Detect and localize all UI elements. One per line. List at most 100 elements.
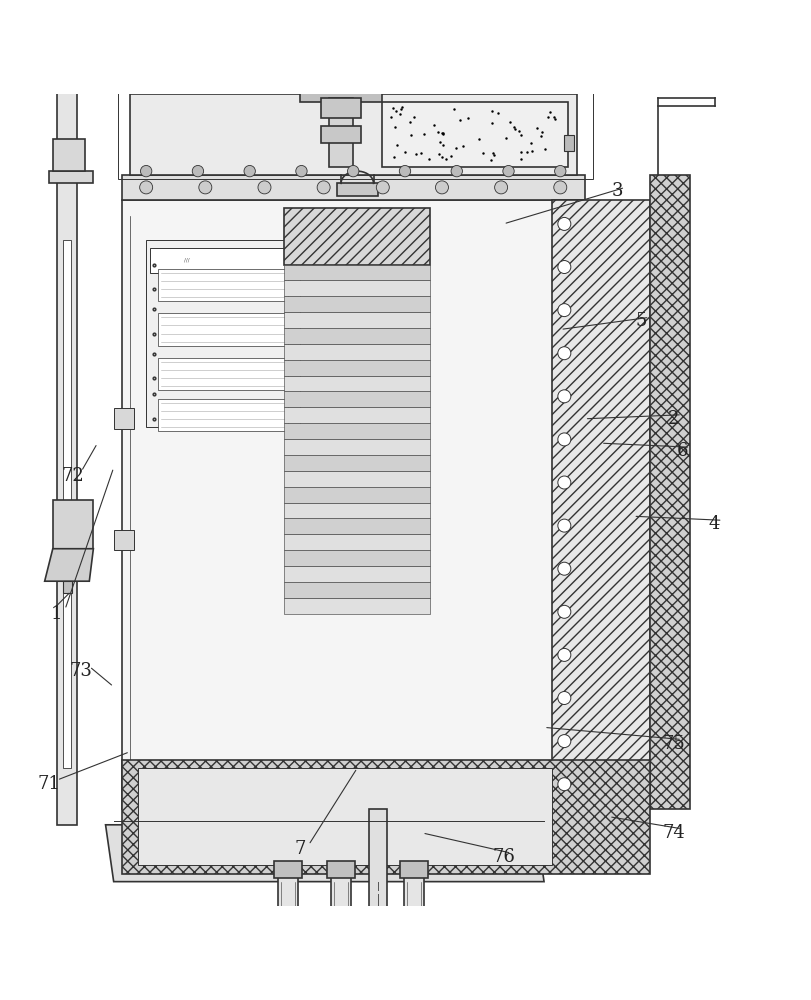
Text: 74: 74 xyxy=(662,824,684,842)
Circle shape xyxy=(557,562,570,575)
Polygon shape xyxy=(45,549,93,581)
Bar xyxy=(337,183,377,196)
Circle shape xyxy=(557,433,570,446)
Circle shape xyxy=(243,165,255,177)
Text: 6: 6 xyxy=(676,442,687,460)
Bar xyxy=(284,208,430,265)
Bar xyxy=(284,534,430,550)
Text: 7: 7 xyxy=(294,840,306,858)
Bar xyxy=(284,439,430,455)
Circle shape xyxy=(347,165,358,177)
Bar xyxy=(308,62,373,94)
Bar xyxy=(158,313,288,346)
Bar xyxy=(146,240,300,427)
Bar xyxy=(403,865,423,1000)
Bar xyxy=(122,175,584,200)
Bar xyxy=(122,200,584,809)
Bar xyxy=(130,94,576,175)
Circle shape xyxy=(557,390,570,403)
Bar xyxy=(284,566,430,582)
Circle shape xyxy=(317,181,330,194)
Bar xyxy=(284,550,430,566)
Bar xyxy=(138,768,551,865)
Circle shape xyxy=(399,165,410,177)
Bar xyxy=(368,809,386,1000)
Bar xyxy=(320,126,361,143)
Text: 2: 2 xyxy=(667,410,679,428)
Bar xyxy=(330,865,350,1000)
Circle shape xyxy=(554,165,565,177)
Circle shape xyxy=(553,181,566,194)
Bar xyxy=(326,861,354,878)
Bar xyxy=(284,312,430,328)
Circle shape xyxy=(557,605,570,618)
Text: 72: 72 xyxy=(62,467,84,485)
Text: 76: 76 xyxy=(491,848,514,866)
Circle shape xyxy=(435,181,448,194)
Bar xyxy=(551,200,649,809)
Circle shape xyxy=(557,347,570,360)
Bar xyxy=(284,471,430,487)
Bar xyxy=(284,376,430,391)
Bar xyxy=(328,98,353,167)
Bar xyxy=(284,455,430,471)
Bar xyxy=(277,865,298,1000)
Circle shape xyxy=(557,476,570,489)
Bar xyxy=(53,500,93,549)
Bar xyxy=(284,296,430,312)
Bar xyxy=(49,171,93,183)
Circle shape xyxy=(557,648,570,661)
Bar xyxy=(150,248,296,273)
Bar xyxy=(284,598,430,614)
Bar xyxy=(273,861,302,878)
Circle shape xyxy=(199,181,212,194)
Circle shape xyxy=(494,181,507,194)
Circle shape xyxy=(557,261,570,274)
Bar xyxy=(284,518,430,534)
Bar xyxy=(118,62,592,179)
Circle shape xyxy=(140,165,152,177)
Circle shape xyxy=(557,778,570,791)
Circle shape xyxy=(375,181,388,194)
Bar xyxy=(284,503,430,518)
Text: 73: 73 xyxy=(70,662,92,680)
Bar xyxy=(284,487,430,503)
Text: 4: 4 xyxy=(708,515,719,533)
Bar xyxy=(158,398,288,431)
Bar xyxy=(381,102,568,167)
Circle shape xyxy=(295,165,307,177)
Bar xyxy=(158,269,288,301)
Bar xyxy=(284,582,430,598)
Circle shape xyxy=(557,735,570,748)
Circle shape xyxy=(450,165,462,177)
Bar xyxy=(284,423,430,439)
Circle shape xyxy=(258,181,271,194)
Circle shape xyxy=(557,304,570,317)
Bar xyxy=(114,408,134,429)
Bar xyxy=(62,581,72,593)
Circle shape xyxy=(557,519,570,532)
Bar xyxy=(399,861,427,878)
Bar xyxy=(57,78,77,825)
Bar xyxy=(62,240,71,768)
Bar xyxy=(564,135,573,151)
Bar xyxy=(320,98,361,118)
Text: 3: 3 xyxy=(611,182,622,200)
Circle shape xyxy=(557,217,570,230)
Bar xyxy=(284,407,430,423)
Text: 5: 5 xyxy=(635,312,646,330)
Bar xyxy=(114,530,134,550)
Circle shape xyxy=(139,181,152,194)
Polygon shape xyxy=(105,825,543,882)
Bar xyxy=(284,280,430,296)
Bar xyxy=(53,139,85,171)
Text: 71: 71 xyxy=(37,775,60,793)
Bar xyxy=(158,358,288,390)
Bar xyxy=(284,265,430,280)
Text: ///: /// xyxy=(184,258,189,263)
Bar xyxy=(284,360,430,376)
Bar xyxy=(284,344,430,360)
Bar xyxy=(649,175,689,809)
Bar xyxy=(284,391,430,407)
Bar xyxy=(300,90,381,102)
